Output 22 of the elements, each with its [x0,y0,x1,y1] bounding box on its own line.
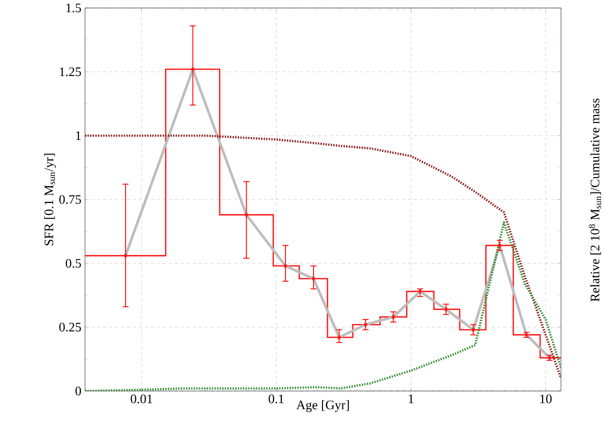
y-tick-label: 1 [76,131,81,140]
x-axis-title: Age [Gyr] [296,400,349,412]
point [283,263,288,269]
y-tick-label: 0 [76,386,81,396]
y2-axis-title: Relative [2 10$^{8}$ M$_{sun}$]/Cumulative mass [588,98,602,302]
x-tick-label: 0.1 [268,394,284,404]
y-tick-label: 0.5 [66,258,81,268]
point [337,334,342,340]
point [363,322,368,328]
x-tick-label: 10 [540,394,552,404]
point [498,242,502,248]
x-tick-label: 0.01 [130,394,152,404]
x-tick-label: 1 [408,394,414,404]
y-tick-label: 1.5 [66,4,81,12]
y-axis-title: SFR [0.1 M$_{sun}$/yr] [44,154,56,246]
y-tick-label: 1.25 [60,67,81,76]
point [418,288,422,294]
point [391,314,396,320]
y-tick-label: 0.25 [59,322,81,332]
y-tick-label: 0.75 [59,195,81,204]
point [471,327,476,332]
point [444,306,448,312]
